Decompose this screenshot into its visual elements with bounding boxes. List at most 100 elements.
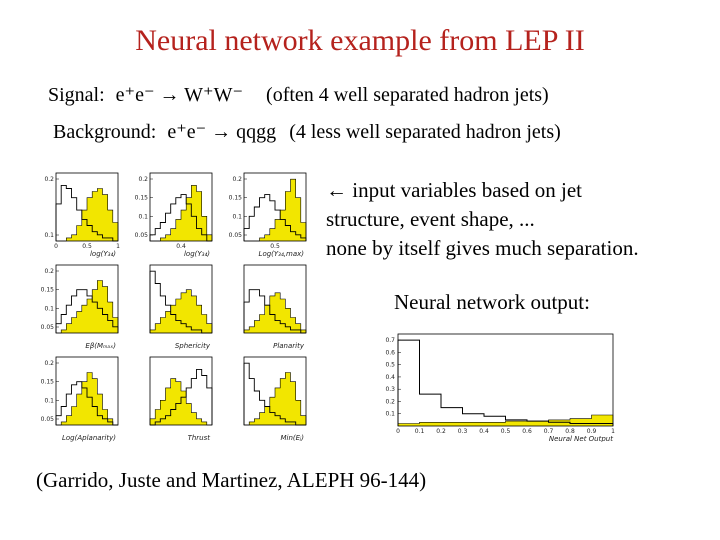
nn-y-tick-label: 0.2 bbox=[385, 398, 395, 405]
nn-x-tick-label: 0.1 bbox=[415, 428, 425, 435]
nn-signal-histogram bbox=[397, 414, 614, 426]
y-tick-label: 0.15 bbox=[229, 195, 243, 202]
nn-x-tick-label: 0.5 bbox=[501, 428, 511, 435]
background-histogram bbox=[149, 270, 212, 334]
signal-histogram bbox=[149, 289, 213, 333]
plot-frame bbox=[243, 264, 307, 334]
nn-x-tick-label: 0.8 bbox=[565, 428, 575, 435]
y-tick-label: 0.2 bbox=[138, 176, 148, 183]
signal-histogram bbox=[56, 280, 119, 334]
background-line: Background: e⁺e⁻ → qqgg (4 less well sep… bbox=[53, 119, 561, 144]
y-tick-label: 0.05 bbox=[135, 232, 149, 239]
y-tick-label: 0.05 bbox=[41, 416, 55, 423]
signal-histogram bbox=[150, 185, 213, 242]
nn-x-axis-label: Neural Net Output bbox=[549, 435, 613, 442]
y-tick-label: 0.2 bbox=[44, 176, 54, 183]
y-tick-label: 0.1 bbox=[44, 232, 54, 239]
x-axis-label: Min(Eⱼ) bbox=[280, 434, 304, 442]
y-tick-label: 0.15 bbox=[41, 379, 55, 386]
plot-frame bbox=[243, 356, 307, 426]
x-tick-label: 1 bbox=[116, 243, 120, 250]
x-tick-label: 0.5 bbox=[82, 243, 92, 250]
background-label: Background: bbox=[53, 121, 157, 143]
y-tick-label: 0.1 bbox=[44, 305, 54, 312]
input-plot-5: Sphericity bbox=[149, 264, 213, 350]
x-axis-label: log(Y₃₄) bbox=[184, 250, 210, 258]
input-plot-4: 0.2 0.15 0.1 0.05 Eβ(Mₘₐₓ) bbox=[41, 264, 119, 350]
signal-histogram bbox=[56, 188, 119, 242]
y-tick-label: 0.15 bbox=[41, 287, 55, 294]
input-plot-6: Planarity bbox=[243, 264, 307, 350]
x-axis-label: Log(Y₃₄,max) bbox=[259, 250, 305, 258]
plot-frame bbox=[149, 264, 213, 334]
plot-frame bbox=[149, 172, 213, 242]
background-histogram bbox=[243, 194, 307, 241]
background-histogram bbox=[150, 368, 213, 426]
nn-x-tick-label: 0.7 bbox=[544, 428, 554, 435]
x-axis-label: Thrust bbox=[188, 434, 211, 442]
x-axis-label: Log(Aplanarity) bbox=[62, 434, 116, 442]
plot-frame bbox=[243, 172, 307, 242]
background-process: e⁺e⁻ → qqgg bbox=[167, 121, 277, 143]
background-histogram bbox=[55, 184, 118, 242]
nn-output-chart: 0.7 0.6 0.5 0.4 0.3 0.2 0.1 0 0.1 0.2 0.3 0.4 0.5 0.6… bbox=[385, 333, 615, 443]
nn-plot-frame bbox=[397, 333, 614, 427]
signal-label: Signal: bbox=[48, 84, 105, 106]
plot-frame bbox=[149, 356, 213, 426]
nn-y-tick-label: 0.4 bbox=[385, 374, 395, 381]
x-tick-label: 0.5 bbox=[270, 243, 280, 250]
caption-line-3: none by itself gives much separation. bbox=[326, 236, 639, 260]
y-tick-label: 0.1 bbox=[232, 213, 242, 220]
reference-citation: (Garrido, Juste and Martinez, ALEPH 96-1… bbox=[36, 468, 427, 492]
caption: ← input variables based on jet structure… bbox=[326, 176, 639, 263]
signal-histogram bbox=[244, 372, 307, 426]
y-tick-label: 0.1 bbox=[44, 397, 54, 404]
caption-line-2: structure, event shape, ... bbox=[326, 207, 535, 231]
signal-process: e⁺e⁻ → W⁺W⁻ bbox=[115, 84, 244, 106]
caption-line-1: ← input variables based on jet bbox=[326, 178, 583, 202]
x-axis-label: log(Y₃₄) bbox=[90, 250, 116, 258]
y-tick-label: 0.2 bbox=[44, 360, 54, 367]
signal-line: Signal: e⁺e⁻ → W⁺W⁻ (often 4 well separa… bbox=[48, 82, 549, 107]
nn-y-tick-label: 0.1 bbox=[385, 411, 395, 418]
nn-x-tick-label: 0.2 bbox=[436, 428, 446, 435]
nn-background-histogram bbox=[397, 339, 614, 426]
signal-note: (often 4 well separated hadron jets) bbox=[266, 84, 549, 106]
signal-histogram bbox=[56, 372, 118, 426]
nn-x-tick-label: 0.6 bbox=[522, 428, 532, 435]
background-histogram bbox=[149, 194, 212, 242]
y-tick-label: 0.05 bbox=[229, 232, 243, 239]
plot-frame bbox=[55, 356, 119, 426]
plot-frame bbox=[55, 172, 119, 242]
nn-y-tick-label: 0.5 bbox=[385, 362, 395, 369]
plot-frame bbox=[55, 264, 119, 334]
y-tick-label: 0.15 bbox=[135, 195, 149, 202]
signal-histogram bbox=[243, 292, 307, 333]
y-tick-label: 0.2 bbox=[44, 268, 54, 275]
nn-x-tick-label: 0 bbox=[396, 428, 400, 435]
background-histogram bbox=[243, 362, 306, 426]
x-tick-label: 0 bbox=[54, 243, 58, 250]
background-note: (4 less well separated hadron jets) bbox=[289, 121, 561, 143]
nn-x-tick-label: 0.4 bbox=[479, 428, 489, 435]
nn-y-tick-label: 0.7 bbox=[385, 337, 395, 344]
background-histogram bbox=[55, 381, 118, 426]
y-tick-label: 0.1 bbox=[138, 213, 148, 220]
input-variable-plots: 0.2 0.1 0 0.5 1 log(Y₃₄) 0.2 0.15 0.1 0.05 0.4 log(… bbox=[36, 170, 318, 445]
nn-y-tick-label: 0.3 bbox=[385, 386, 395, 393]
x-tick-label: 0.4 bbox=[176, 243, 186, 250]
x-axis-label: Sphericity bbox=[175, 342, 211, 350]
nn-x-tick-label: 0.3 bbox=[458, 428, 468, 435]
input-plot-8: Thrust bbox=[149, 356, 213, 442]
nn-x-tick-label: 0.9 bbox=[587, 428, 597, 435]
y-tick-label: 0.2 bbox=[232, 176, 242, 183]
x-axis-label: Planarity bbox=[273, 342, 305, 350]
nn-y-tick-label: 0.6 bbox=[385, 349, 395, 356]
x-axis-label: Eβ(Mₘₐₓ) bbox=[85, 342, 116, 350]
page-title: Neural network example from LEP II bbox=[135, 24, 585, 57]
input-plot-7: 0.2 0.15 0.1 0.05 Log(Aplanarity) bbox=[41, 356, 119, 442]
input-plot-9: Min(Eⱼ) bbox=[243, 356, 307, 442]
